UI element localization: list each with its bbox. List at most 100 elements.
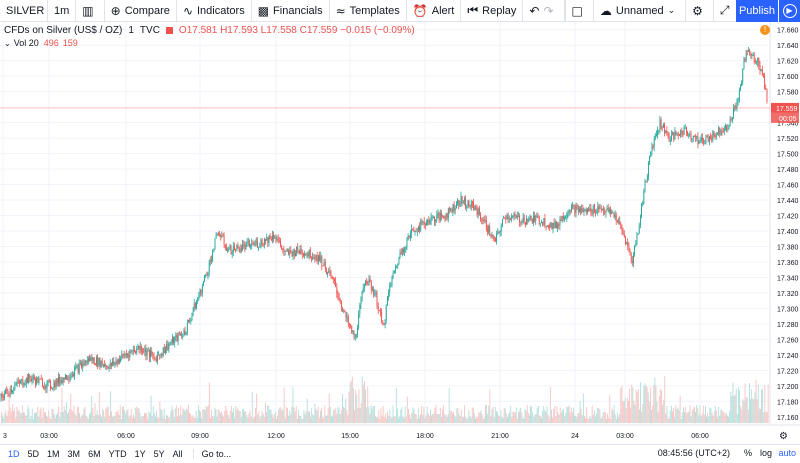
undo-icon[interactable]: ↶ bbox=[529, 3, 540, 18]
legend-title: CFDs on Silver (US$ / OZ) bbox=[4, 25, 123, 36]
volume-bar bbox=[422, 414, 424, 423]
volume-bar bbox=[111, 411, 112, 423]
volume-bar bbox=[299, 415, 300, 423]
financials-button[interactable]: ▩ Financials bbox=[252, 0, 330, 22]
settings-button[interactable]: ⚙ bbox=[686, 0, 714, 22]
candle-body bbox=[560, 219, 562, 221]
volume-bar bbox=[751, 389, 753, 423]
candle-body bbox=[66, 375, 67, 380]
volume-bar bbox=[380, 408, 382, 423]
candle-body bbox=[73, 374, 74, 376]
range-1y[interactable]: 1Y bbox=[134, 449, 146, 459]
volume-bar bbox=[14, 408, 16, 423]
indicators-button[interactable]: ∿ Indicators bbox=[177, 0, 252, 22]
publish-button[interactable]: Publish bbox=[736, 0, 778, 22]
volume-bar bbox=[279, 407, 281, 423]
range-5y[interactable]: 5Y bbox=[153, 449, 165, 459]
volume-bar bbox=[37, 406, 39, 423]
range-1d[interactable]: 1D bbox=[8, 449, 20, 459]
volume-bar bbox=[268, 406, 270, 423]
volume-bar bbox=[420, 414, 421, 423]
collapse-icon[interactable]: ⌄ bbox=[4, 38, 11, 48]
range-3m[interactable]: 3M bbox=[67, 449, 81, 459]
candle-body bbox=[610, 208, 611, 214]
candle-body bbox=[412, 228, 414, 230]
candle-body bbox=[623, 234, 625, 238]
volume-bar bbox=[166, 414, 167, 423]
price-chart[interactable]: 17.660 17.640 17.620 17.600 17.580 17.540 17.5… bbox=[0, 22, 800, 444]
volume-bar bbox=[390, 417, 392, 423]
compare-button[interactable]: ⊕ Compare bbox=[105, 0, 177, 22]
volume-bar bbox=[576, 417, 578, 423]
fullscreen-select-button[interactable]: □ bbox=[566, 0, 594, 22]
range-all[interactable]: All bbox=[172, 449, 183, 459]
candle-body bbox=[352, 331, 354, 333]
candle-body bbox=[140, 345, 142, 352]
candle-body bbox=[406, 240, 408, 247]
volume-bar bbox=[516, 418, 518, 423]
range-1m[interactable]: 1M bbox=[47, 449, 60, 459]
volume-bar bbox=[334, 409, 336, 423]
gear-icon: ⚙ bbox=[692, 3, 703, 18]
volume-bar bbox=[38, 416, 40, 423]
volume-bar bbox=[696, 405, 698, 423]
redo-icon[interactable]: ↷ bbox=[543, 3, 554, 18]
templates-button[interactable]: ≈ Templates bbox=[330, 0, 407, 22]
volume-bar bbox=[710, 408, 712, 423]
volume-bar bbox=[296, 418, 298, 423]
auto-toggle[interactable]: auto bbox=[778, 448, 796, 458]
volume-bar bbox=[1, 412, 2, 423]
play-button[interactable]: ▶ bbox=[778, 0, 800, 22]
range-5d[interactable]: 5D bbox=[27, 449, 40, 459]
volume-bar bbox=[463, 417, 464, 423]
volume-bar bbox=[485, 405, 486, 423]
candle-body bbox=[70, 376, 72, 377]
candle-body bbox=[763, 75, 764, 77]
candle-body bbox=[485, 220, 487, 229]
candle-body bbox=[287, 250, 288, 252]
candle-body bbox=[510, 218, 511, 220]
volume-bar bbox=[102, 408, 104, 423]
candle-body bbox=[659, 119, 661, 130]
goto-button[interactable]: Go to... bbox=[192, 449, 240, 459]
range-ytd[interactable]: YTD bbox=[108, 449, 127, 459]
volume-bar bbox=[322, 416, 324, 423]
candle-body bbox=[481, 219, 483, 221]
chart-settings-icon[interactable]: ⚙ bbox=[779, 431, 788, 442]
candle-body bbox=[537, 215, 539, 217]
volume-bar bbox=[489, 389, 491, 423]
volume-bar bbox=[531, 406, 533, 423]
alert-button[interactable]: ⏰ Alert bbox=[407, 0, 462, 22]
volume-bar bbox=[12, 404, 13, 423]
layout-name-button[interactable]: ☁ Unnamed ⌄ bbox=[594, 0, 687, 22]
symbol-search[interactable]: SILVER bbox=[0, 0, 48, 22]
info-icon[interactable]: ! bbox=[760, 25, 770, 35]
candle-body bbox=[81, 363, 82, 368]
candle-body bbox=[104, 364, 105, 367]
percent-toggle[interactable]: % bbox=[743, 448, 752, 458]
candle-body bbox=[190, 319, 192, 321]
volume-bar bbox=[145, 413, 146, 423]
volume-bar bbox=[15, 417, 17, 423]
chart-type-button[interactable]: ▥ bbox=[76, 0, 105, 22]
candle-body bbox=[298, 251, 300, 253]
candle-body bbox=[319, 255, 320, 261]
volume-bar bbox=[26, 415, 28, 423]
candle-body bbox=[309, 249, 311, 259]
volume-bar bbox=[283, 387, 285, 423]
candle-body bbox=[214, 238, 216, 250]
range-6m[interactable]: 6M bbox=[88, 449, 101, 459]
volume-bar bbox=[152, 406, 154, 423]
flag-icon[interactable] bbox=[165, 27, 173, 34]
clock-label[interactable]: 08:45:56 (UTC+2) bbox=[657, 448, 730, 458]
interval-button[interactable]: 1m bbox=[48, 0, 77, 22]
volume-bar bbox=[19, 412, 21, 423]
candle-body bbox=[218, 234, 219, 235]
candle-body bbox=[322, 265, 324, 267]
log-toggle[interactable]: log bbox=[759, 448, 772, 458]
candle-body bbox=[445, 213, 447, 220]
replay-button[interactable]: ⏮ Replay bbox=[461, 0, 524, 22]
volume-bar bbox=[742, 399, 744, 423]
volume-bar bbox=[427, 413, 429, 423]
volume-bar bbox=[120, 419, 122, 423]
